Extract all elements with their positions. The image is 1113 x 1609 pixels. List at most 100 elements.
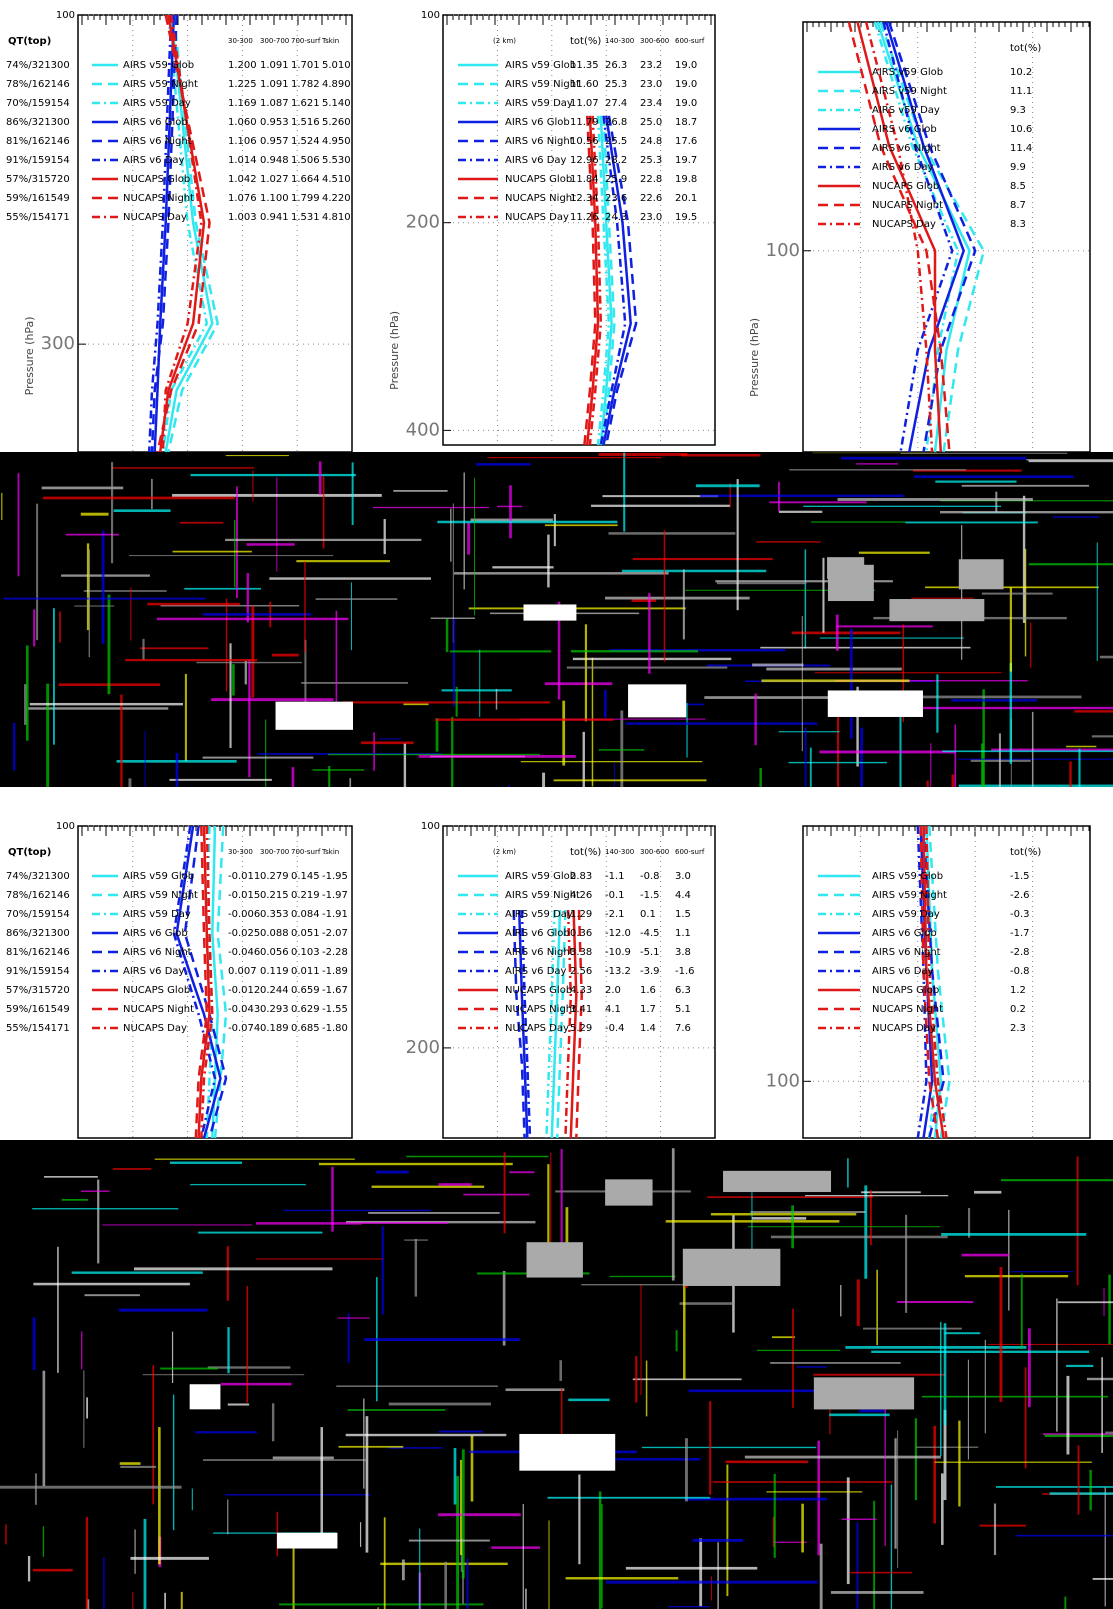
glitch-stripe <box>342 701 551 704</box>
glitch-stripe <box>759 767 762 787</box>
glitch-stripe <box>81 1331 83 1370</box>
legend-stat: 12.34 <box>570 193 599 204</box>
glitch-stripe <box>29 702 184 706</box>
glitch-stripe <box>625 722 818 725</box>
glitch-stripe <box>778 731 840 733</box>
glitch-stripe <box>640 1284 642 1396</box>
glitch-stripe <box>1022 495 1026 623</box>
glitch-stripe <box>899 695 902 787</box>
glitch-stripe <box>979 1524 1026 1527</box>
column-header: 140-300 <box>605 848 634 856</box>
legend-label: AIRS v6 Day <box>872 966 934 977</box>
glitch-stripe <box>860 727 864 787</box>
glitch-stripe <box>248 659 251 778</box>
legend-label: NUCAPS Glob <box>872 181 939 192</box>
glitch-block <box>276 1532 338 1549</box>
glitch-stripe <box>632 1378 742 1381</box>
glitch-stripe <box>1 492 3 520</box>
glitch-stripe <box>86 543 90 631</box>
glitch-stripe <box>455 686 458 717</box>
glitch-stripe <box>279 1603 484 1606</box>
legend-stat: 0.215 <box>260 890 289 901</box>
glitch-stripe <box>130 587 132 641</box>
glitch-stripe <box>80 1190 110 1192</box>
legend-stat: 20.1 <box>675 193 697 204</box>
glitch-stripe <box>547 1496 711 1499</box>
glitch-stripe <box>33 609 36 647</box>
glitch-stripe <box>42 1526 45 1557</box>
glitch-stripe <box>961 484 1090 487</box>
legend-stat: 22.8 <box>640 174 662 185</box>
profile-line <box>167 14 220 453</box>
legend-stat: 4.33 <box>570 985 592 996</box>
glitch-stripe <box>925 586 1099 589</box>
legend-label: AIRS v59 Night <box>505 79 580 90</box>
glitch-stripe <box>252 470 254 502</box>
legend-stat: 0.659 <box>291 985 320 996</box>
glitch-stripe <box>804 727 807 787</box>
glitch-block <box>889 599 985 622</box>
glitch-block <box>723 1170 832 1193</box>
glitch-stripe <box>492 566 554 569</box>
column-header: 600-surf <box>675 848 705 856</box>
profile-line <box>175 825 222 1139</box>
glitch-stripe <box>819 1543 823 1609</box>
glitch-stripe <box>941 1232 1087 1236</box>
glitch-stripe <box>32 1568 73 1572</box>
legend-stat: 10.2 <box>1010 67 1032 78</box>
legend-stat: 19.8 <box>675 174 697 185</box>
glitch-stripe <box>463 1193 530 1196</box>
legend-label: AIRS v59 Glob <box>123 60 194 71</box>
profile-line <box>517 909 529 1139</box>
legend-stat: -0.8 <box>640 871 660 882</box>
glitch-stripe <box>403 743 407 787</box>
row-label: 81%/162146 <box>6 947 70 958</box>
legend-stat: -0.012 <box>228 985 260 996</box>
legend-stat: -0.011 <box>228 871 260 882</box>
legend-stat: 0.145 <box>291 871 320 882</box>
legend-stat: 12.96 <box>570 155 599 166</box>
glitch-stripe <box>350 582 352 651</box>
glitch-stripe <box>804 549 807 649</box>
glitch-stripe <box>632 557 773 561</box>
legend-stat: 11.84 <box>570 174 599 185</box>
legend-label: NUCAPS Night <box>505 193 576 204</box>
glitch-stripe <box>452 618 455 707</box>
glitch-stripe <box>419 1528 421 1609</box>
legend-stat: 1.4 <box>640 1023 656 1034</box>
qt-label: QT(top) <box>8 847 51 858</box>
glitch-stripe <box>760 646 971 649</box>
legend-label: AIRS v59 Glob <box>505 871 576 882</box>
legend-stat: 0.011 <box>291 966 320 977</box>
glitch-stripe <box>430 617 476 619</box>
legend-stat: 0.353 <box>260 909 289 920</box>
glitch-stripe <box>283 1209 432 1212</box>
glitch-stripe <box>1049 1492 1113 1495</box>
legend-stat: 1.225 <box>228 79 257 90</box>
legend-stat: -1.97 <box>322 890 348 901</box>
glitch-stripe <box>438 1513 521 1517</box>
glitch-stripe <box>958 1420 961 1507</box>
glitch-stripe <box>1030 622 1032 668</box>
glitch-stripe <box>1008 1209 1010 1311</box>
glitch-stripe <box>466 1558 469 1609</box>
glitch-stripe <box>773 1541 807 1543</box>
row-label: 74%/321300 <box>6 60 70 71</box>
glitch-stripe <box>830 1591 924 1594</box>
legend-label: AIRS v59 Day <box>872 909 940 920</box>
glitch-stripe <box>804 1195 949 1197</box>
legend-label: AIRS v6 Night <box>872 947 941 958</box>
glitch-stripe <box>550 1152 552 1251</box>
glitch-stripe <box>320 1427 324 1540</box>
row-label: 70%/159154 <box>6 909 70 920</box>
legend-stat: 4.4 <box>675 890 691 901</box>
y-tick-label: 100 <box>56 821 75 832</box>
glitch-stripe <box>134 1529 136 1574</box>
legend-stat: -1.95 <box>322 871 348 882</box>
glitch-stripe <box>943 1409 947 1501</box>
glitch-stripe <box>468 607 686 610</box>
glitch-stripe <box>608 532 736 535</box>
legend-stat: 24.8 <box>640 136 662 147</box>
legend-stat: -1.55 <box>322 1004 348 1015</box>
note: (2 km) <box>493 848 516 856</box>
